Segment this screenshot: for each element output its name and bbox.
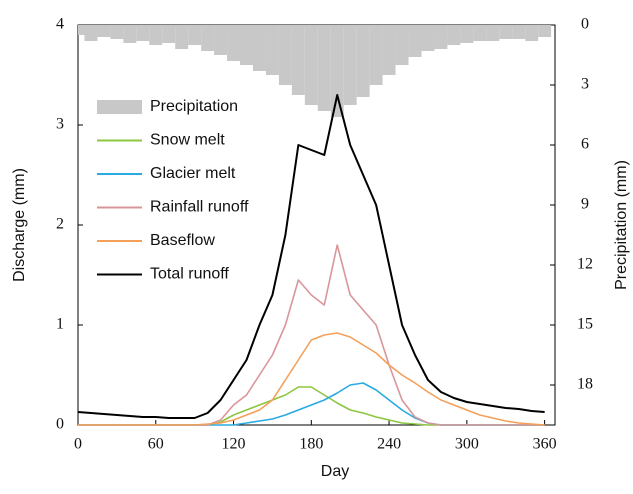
precipitation-bar bbox=[252, 25, 266, 71]
precipitation-bar bbox=[123, 25, 137, 43]
x-tick-label: 120 bbox=[222, 436, 246, 453]
precipitation-bar bbox=[434, 25, 448, 49]
precipitation-bar bbox=[149, 25, 163, 45]
precipitation-bar bbox=[78, 25, 85, 35]
precipitation-bar bbox=[84, 25, 98, 41]
y-tick-label: 1 bbox=[56, 316, 64, 333]
precipitation-bar bbox=[499, 25, 513, 39]
legend-label: Snow melt bbox=[150, 132, 225, 149]
precipitation-bar bbox=[227, 25, 241, 61]
precipitation-bar bbox=[291, 25, 305, 95]
precipitation-bar bbox=[486, 25, 500, 41]
y2-tick-label: 3 bbox=[581, 76, 589, 93]
y-tick-label: 3 bbox=[56, 116, 64, 133]
x-tick-label: 240 bbox=[377, 436, 401, 453]
x-tick-label: 0 bbox=[74, 436, 82, 453]
series-line bbox=[78, 386, 545, 426]
legend-label: Precipitation bbox=[150, 98, 238, 115]
y2-tick-label: 18 bbox=[577, 376, 593, 393]
precipitation-bar bbox=[408, 25, 422, 57]
precipitation-bar bbox=[460, 25, 474, 43]
y-axis-title: Discharge (mm) bbox=[11, 168, 28, 282]
precipitation-bar bbox=[304, 25, 318, 105]
legend-label: Glacier melt bbox=[150, 165, 236, 182]
precipitation-bar bbox=[395, 25, 409, 65]
y2-tick-label: 9 bbox=[581, 196, 589, 213]
precipitation-bar bbox=[201, 25, 215, 51]
precipitation-bar bbox=[97, 25, 111, 37]
series-line bbox=[78, 332, 545, 426]
precipitation-bar bbox=[188, 25, 202, 45]
y2-axis-title: Precipitation (mm) bbox=[613, 160, 630, 290]
y-tick-label: 4 bbox=[56, 16, 64, 33]
precipitation-bar bbox=[343, 25, 357, 105]
precipitation-bar bbox=[175, 25, 189, 49]
y2-tick-label: 12 bbox=[577, 256, 593, 273]
precipitation-bar bbox=[356, 25, 370, 97]
y-tick-label: 0 bbox=[56, 416, 64, 433]
series-line bbox=[77, 94, 545, 419]
y2-tick-label: 15 bbox=[577, 316, 593, 333]
precipitation-bar bbox=[162, 25, 176, 43]
series-line bbox=[78, 244, 545, 426]
precipitation-bar bbox=[240, 25, 253, 65]
precipitation-bar bbox=[512, 25, 526, 39]
precipitation-bar bbox=[317, 25, 331, 111]
x-tick-label: 180 bbox=[299, 436, 323, 453]
y2-tick-label: 6 bbox=[581, 136, 589, 153]
precipitation-bar bbox=[421, 25, 435, 51]
precipitation-bar bbox=[330, 25, 344, 117]
y-tick-label: 2 bbox=[56, 216, 64, 233]
precipitation-bar bbox=[110, 25, 124, 39]
precipitation-bar bbox=[473, 25, 487, 41]
x-axis-title: Day bbox=[321, 463, 349, 480]
precipitation-bar bbox=[265, 25, 279, 75]
x-tick-label: 300 bbox=[455, 436, 479, 453]
precipitation-bar bbox=[525, 25, 539, 41]
precipitation-bar bbox=[382, 25, 396, 75]
precipitation-bar bbox=[278, 25, 292, 85]
precipitation-bar bbox=[538, 25, 552, 37]
legend-swatch bbox=[97, 100, 142, 114]
legend-label: Baseflow bbox=[150, 232, 215, 249]
precipitation-bar bbox=[447, 25, 461, 45]
x-tick-label: 60 bbox=[148, 436, 164, 453]
precipitation-bar bbox=[214, 25, 228, 55]
precipitation-bar bbox=[369, 25, 383, 85]
legend-label: Rainfall runoff bbox=[150, 199, 249, 216]
precipitation-bar bbox=[136, 25, 150, 41]
y2-tick-label: 0 bbox=[581, 16, 589, 33]
legend-label: Total runoff bbox=[150, 266, 229, 283]
x-tick-label: 360 bbox=[533, 436, 557, 453]
